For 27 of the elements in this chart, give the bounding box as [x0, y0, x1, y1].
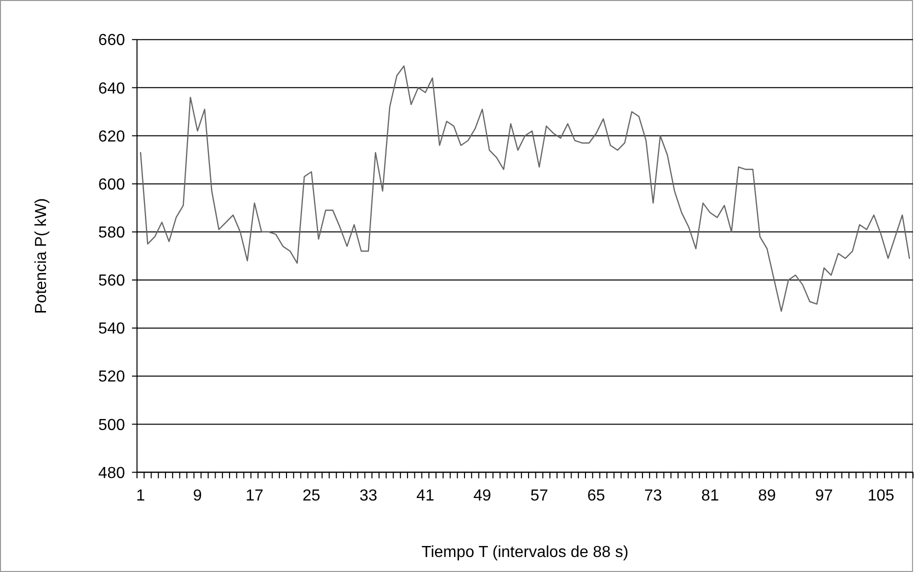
x-tick-label: 17	[246, 487, 264, 504]
y-tick-label: 540	[98, 320, 126, 338]
x-axis-title: Tiempo T (intervalos de 88 s)	[422, 544, 628, 561]
x-tick-label: 81	[701, 487, 720, 504]
x-tick-label: 9	[193, 487, 202, 504]
x-tick-label: 73	[644, 487, 662, 504]
y-tick-label: 620	[98, 128, 126, 146]
x-tick-label: 41	[416, 487, 434, 504]
y-tick-label: 640	[98, 80, 126, 98]
x-tick-label: 105	[868, 487, 894, 504]
y-tick-label: 580	[98, 224, 126, 242]
line-series	[140, 65, 910, 312]
x-tick-label: 57	[530, 487, 548, 504]
y-tick-label: 660	[98, 32, 126, 50]
y-axis-title: Potencia P( kW)	[33, 198, 50, 314]
y-tick-label: 560	[98, 272, 126, 290]
x-tick-label: 25	[302, 487, 320, 504]
x-tick-label: 33	[359, 487, 378, 504]
y-tick-label: 500	[98, 416, 126, 434]
x-tick-label: 49	[473, 487, 492, 504]
y-tick-label: 480	[98, 464, 126, 482]
y-tick-label: 520	[98, 368, 126, 386]
y-tick-label: 600	[98, 176, 126, 194]
x-tick-label: 97	[815, 487, 834, 504]
x-tick-label: 65	[587, 487, 606, 504]
x-tick-label: 1	[136, 487, 146, 504]
x-tick-label: 89	[758, 487, 776, 504]
